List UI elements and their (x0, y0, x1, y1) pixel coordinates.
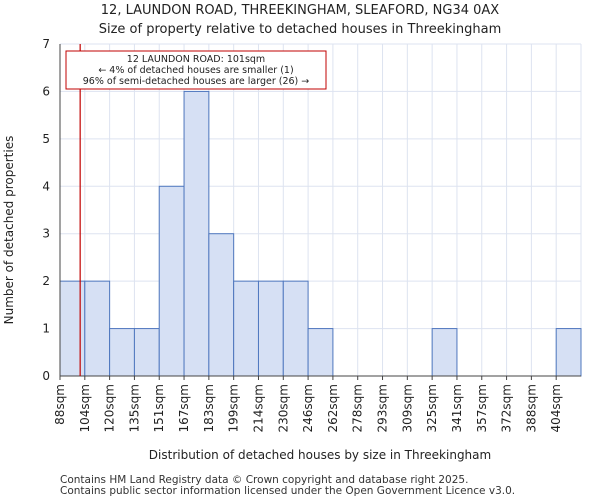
annotation-line-1: ← 4% of detached houses are smaller (1) (98, 65, 293, 76)
annotation-box (65, 50, 327, 90)
bar (208, 233, 235, 377)
bar (555, 328, 582, 377)
x-tick-label: 88sqm (53, 384, 67, 425)
x-tick-label: 214sqm (251, 384, 265, 432)
bar (133, 328, 160, 377)
bar (158, 185, 185, 377)
x-tick-label: 230sqm (276, 384, 290, 432)
bar (59, 280, 86, 377)
x-tick-label: 404sqm (549, 384, 563, 432)
x-tick-label: 341sqm (450, 384, 464, 432)
x-tick-label: 167sqm (177, 384, 191, 432)
x-tick-label: 357sqm (475, 384, 489, 432)
x-tick-label: 135sqm (127, 384, 141, 432)
x-axis-label: Distribution of detached houses by size … (149, 448, 491, 462)
y-tick-label: 7 (42, 37, 50, 51)
bar (282, 280, 309, 377)
y-tick-label: 3 (42, 227, 50, 241)
bar (307, 328, 334, 377)
bar (109, 328, 135, 377)
x-tick-label: 104sqm (78, 384, 92, 432)
footer-line-2: Contains public sector information licen… (60, 485, 516, 497)
x-tick-label: 183sqm (202, 384, 216, 432)
x-tick-label: 151sqm (152, 384, 166, 432)
bar (233, 280, 259, 377)
y-tick-label: 6 (42, 84, 50, 98)
y-axis-label: Number of detached properties (2, 136, 16, 325)
x-tick-label: 199sqm (227, 384, 241, 432)
y-tick-label: 1 (42, 322, 50, 336)
footer-line-1: Contains HM Land Registry data © Crown c… (60, 474, 469, 486)
x-tick-label: 388sqm (524, 384, 538, 432)
x-tick-label: 120sqm (103, 384, 117, 432)
x-tick-label: 262sqm (326, 384, 340, 432)
y-tick-label: 2 (42, 274, 50, 288)
x-tick-label: 293sqm (376, 384, 390, 432)
x-tick-label: 278sqm (351, 384, 365, 432)
bar (431, 328, 458, 377)
bar (257, 280, 284, 377)
bar (183, 90, 210, 377)
y-tick-label: 0 (42, 369, 50, 383)
chart-title: 12, LAUNDON ROAD, THREEKINGHAM, SLEAFORD… (100, 3, 500, 18)
x-tick-label: 309sqm (400, 384, 414, 432)
x-tick-label: 325sqm (425, 384, 439, 432)
annotation-line-2: 96% of semi-detached houses are larger (… (83, 76, 310, 87)
chart-subtitle: Size of property relative to detached ho… (98, 22, 502, 37)
plot-area (60, 44, 581, 376)
bar (84, 280, 111, 377)
x-tick-label: 246sqm (301, 384, 315, 432)
y-tick-label: 5 (42, 132, 50, 146)
annotation-title: 12 LAUNDON ROAD: 101sqm (127, 54, 265, 65)
y-tick-label: 4 (42, 179, 50, 193)
x-tick-label: 372sqm (500, 384, 514, 432)
